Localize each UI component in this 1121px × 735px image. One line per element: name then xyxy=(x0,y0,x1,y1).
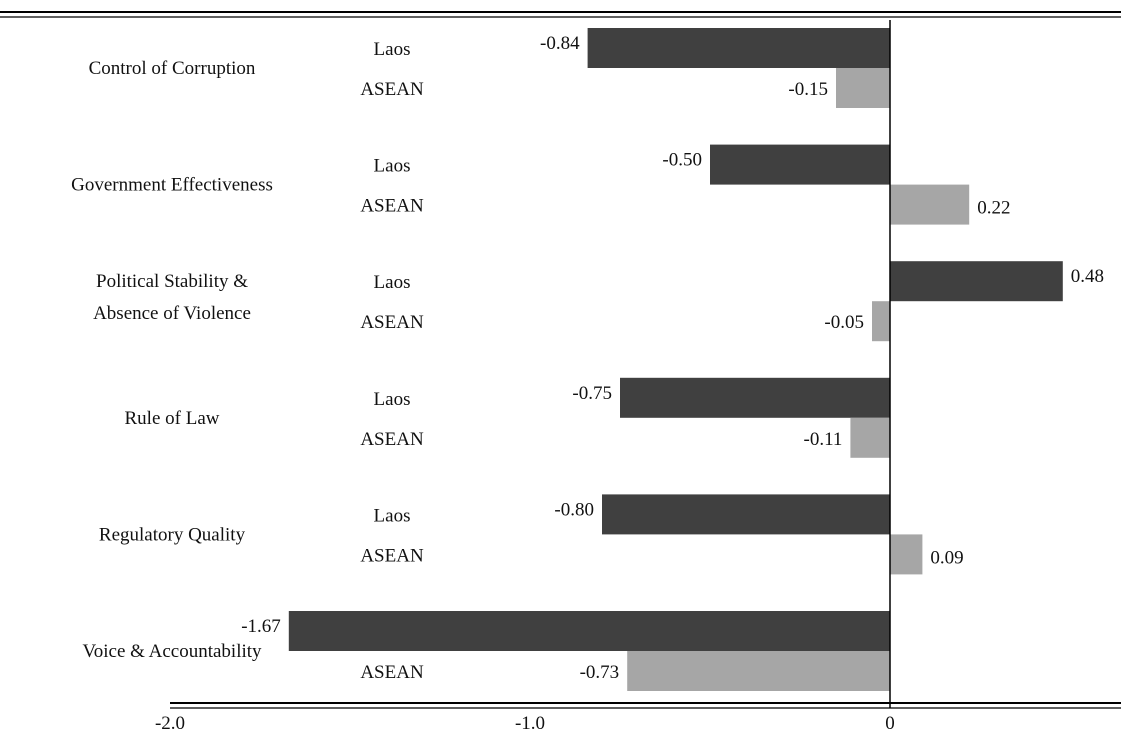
series-labels: Laos ASEAN Laos ASEAN Laos ASEAN Laos ASEAN Laos… xyxy=(360,39,424,683)
x-tick-label: -2.0 xyxy=(155,713,185,734)
data-label: -0.80 xyxy=(554,499,594,520)
category-label: Voice & Accountability xyxy=(82,641,262,662)
bar-laos xyxy=(710,144,890,185)
category-label: Regulatory Quality xyxy=(99,524,246,545)
data-label: -0.05 xyxy=(824,312,864,333)
series-label-laos: Laos xyxy=(374,156,411,177)
series-label-asean: ASEAN xyxy=(360,429,424,450)
data-label: 0.22 xyxy=(977,198,1010,219)
top-border xyxy=(0,11,1121,18)
bar-asean xyxy=(836,68,890,108)
axes xyxy=(170,20,1121,709)
bar-laos xyxy=(890,261,1063,302)
bar-asean xyxy=(890,534,923,575)
x-tick-label: 0 xyxy=(885,713,895,734)
data-label: -0.73 xyxy=(580,662,620,683)
series-label-laos: Laos xyxy=(374,389,411,410)
bar-laos xyxy=(288,611,890,651)
bar-asean xyxy=(890,184,970,225)
bar-asean xyxy=(850,417,890,458)
series-label-asean: ASEAN xyxy=(360,312,424,333)
data-label: -0.50 xyxy=(662,150,702,171)
category-label: Rule of Law xyxy=(125,408,220,429)
bars xyxy=(288,28,1063,691)
bar-laos xyxy=(620,377,890,418)
category-label-line: Political Stability & xyxy=(96,271,248,292)
data-label: 0.48 xyxy=(1071,266,1104,287)
category-label: Control of Corruption xyxy=(89,58,256,79)
category-labels: Control of Corruption Government Effectiv… xyxy=(71,58,273,662)
tick-labels: -2.0-1.001.0 xyxy=(155,713,895,734)
data-label: -0.84 xyxy=(540,33,580,54)
data-labels: -0.84 -0.15 -0.50 0.22 0.48 -0.05 -0.75 -0.11 -0… xyxy=(241,33,1104,683)
series-label-laos: Laos xyxy=(374,505,411,526)
x-tick-label: -1.0 xyxy=(515,713,545,734)
data-label: -0.15 xyxy=(788,79,828,100)
bar-asean xyxy=(627,651,890,691)
series-label-asean: ASEAN xyxy=(360,662,424,683)
series-label-asean: ASEAN xyxy=(360,545,424,566)
data-label: -1.67 xyxy=(241,616,281,637)
series-label-asean: ASEAN xyxy=(360,196,424,217)
series-label-laos: Laos xyxy=(374,39,411,60)
data-label: -0.11 xyxy=(804,429,843,450)
bar-laos xyxy=(602,494,890,535)
data-label: 0.09 xyxy=(930,547,963,568)
series-label-asean: ASEAN xyxy=(360,79,424,100)
data-label: -0.75 xyxy=(572,383,612,404)
series-label-laos: Laos xyxy=(374,272,411,293)
bar-asean xyxy=(872,301,890,342)
category-label: Government Effectiveness xyxy=(71,175,273,196)
bar-laos xyxy=(587,28,890,68)
category-label-line: Absence of Violence xyxy=(93,303,251,324)
